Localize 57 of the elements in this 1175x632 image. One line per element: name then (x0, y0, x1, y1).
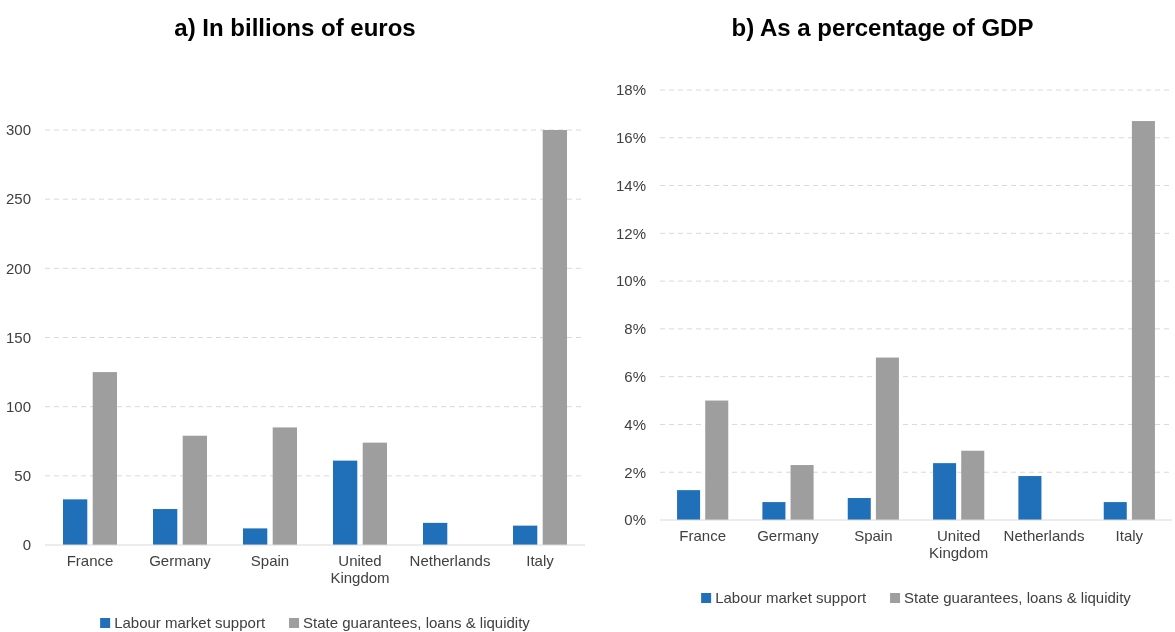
y-tick-label: 14% (615, 176, 646, 194)
bar (182, 435, 207, 545)
legend-label: Labour market support (715, 589, 867, 606)
chart-title: a) In billions of euros (174, 14, 416, 41)
bar (272, 427, 297, 545)
y-tick-label: 0% (624, 511, 646, 529)
bar (423, 522, 448, 545)
bar (513, 525, 538, 545)
legend-label: State guarantees, loans & liquidity (303, 614, 531, 631)
bar (153, 509, 178, 545)
x-tick-label: United Kingdom (330, 551, 390, 586)
y-tick-label: 0 (22, 536, 31, 554)
x-tick-label: France (679, 526, 727, 544)
legend-label: Labour market support (114, 614, 266, 631)
bar (677, 490, 701, 520)
bar (933, 463, 957, 520)
bar (1131, 121, 1155, 520)
x-tick-label: Germany (757, 526, 820, 544)
bar (875, 357, 899, 520)
y-tick-label: 4% (624, 415, 646, 433)
y-tick-label: 10% (615, 272, 646, 290)
chart-title: b) As a percentage of GDP (731, 14, 1034, 41)
bar (1018, 476, 1042, 520)
legend-label: State guarantees, loans & liquidity (904, 589, 1132, 606)
y-tick-label: 6% (624, 367, 646, 385)
bar (762, 502, 786, 520)
y-tick-label: 18% (615, 81, 646, 99)
y-tick-label: 2% (624, 463, 646, 481)
bar (705, 400, 729, 520)
bar (790, 465, 814, 520)
y-tick-label: 12% (615, 224, 646, 242)
y-tick-label: 150 (5, 328, 31, 346)
y-tick-label: 200 (5, 259, 31, 277)
bar (63, 499, 88, 545)
x-tick-label: Italy (1115, 526, 1144, 544)
bar (961, 450, 985, 520)
x-tick-label: Netherlands (409, 551, 491, 569)
x-tick-label: Italy (526, 551, 555, 569)
bar (92, 372, 117, 545)
y-tick-label: 50 (14, 467, 31, 485)
bar (362, 442, 387, 545)
x-tick-label: United Kingdom (929, 526, 989, 561)
bar (542, 130, 567, 545)
x-tick-label: Germany (149, 551, 212, 569)
bar (1103, 502, 1127, 520)
y-tick-label: 16% (615, 129, 646, 147)
y-tick-label: 250 (5, 190, 31, 208)
bar (243, 528, 268, 545)
y-tick-label: 100 (5, 397, 31, 415)
x-tick-label: France (66, 551, 114, 569)
y-tick-label: 8% (624, 320, 646, 338)
x-tick-label: Netherlands (1003, 526, 1085, 544)
y-tick-label: 300 (5, 121, 31, 139)
x-tick-label: Spain (250, 551, 290, 569)
x-tick-label: Spain (854, 526, 893, 544)
bar (333, 460, 358, 545)
bar (847, 498, 871, 520)
